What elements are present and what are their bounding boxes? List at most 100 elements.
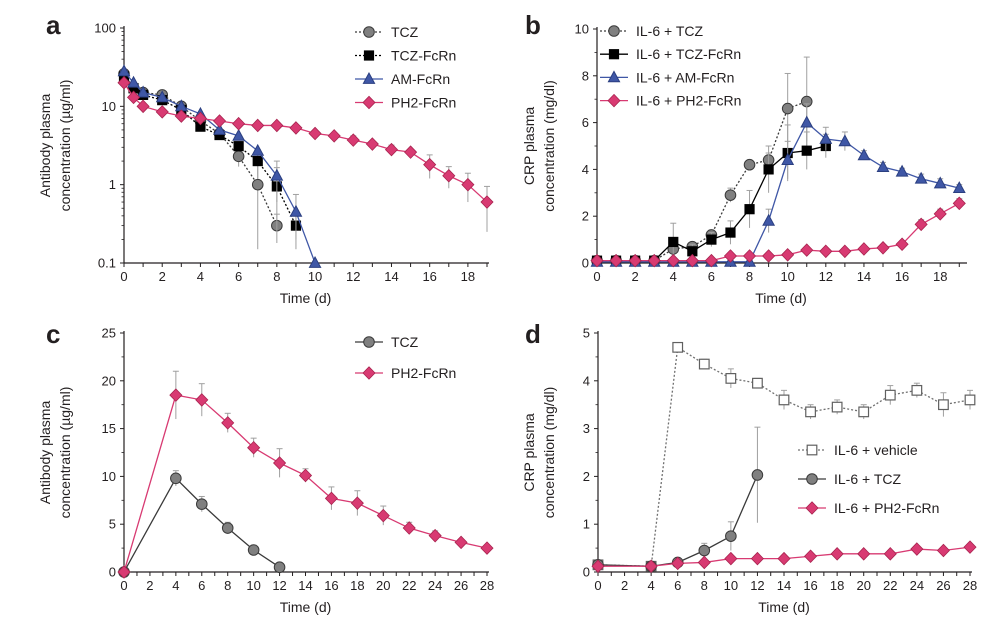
data-point [933,176,947,189]
data-point [308,126,322,141]
y-tick-label: 10 [575,22,589,37]
legend-entry: IL-6 + TCZ [798,471,901,487]
data-point [155,90,169,103]
series-line [597,346,971,567]
data-point [672,341,684,353]
data-point [232,150,245,163]
data-point [442,168,456,183]
data-point [461,177,475,192]
x-tick-label: 20 [376,578,390,593]
data-point [777,551,791,566]
data-point [911,384,923,396]
x-axis-label: Time (d) [280,290,332,306]
legend-entry: PH2-FcRn [355,365,456,381]
series-line [123,394,488,573]
data-point [273,456,287,470]
y-tick-label: 2 [583,469,590,484]
legend-entry: TCZ [355,24,419,40]
legend-marker [806,444,818,456]
y-tick-label: 15 [102,421,116,436]
data-point [698,358,710,370]
data-point [136,85,150,98]
x-tick-label: 18 [830,578,844,593]
x-tick-label: 24 [910,578,924,593]
x-tick-label: 10 [724,578,738,593]
data-point [454,535,468,550]
data-point [819,244,833,259]
y-tick-label: 8 [582,68,589,83]
legend-label: IL-6 + PH2-FcRn [636,93,741,109]
x-tick-label: 4 [197,269,204,284]
data-point [232,116,246,131]
series-line [597,202,960,262]
y-tick-label: 1 [109,177,116,192]
data-point [126,90,141,105]
data-point [805,406,816,418]
data-point [428,528,442,543]
data-point [914,217,928,232]
data-point [800,243,814,257]
data-point [402,521,416,535]
x-tick-label: 0 [593,269,600,284]
x-tick-label: 0 [594,578,601,593]
x-tick-label: 24 [428,578,442,593]
legend-marker [805,501,819,515]
x-tick-label: 10 [780,269,794,284]
data-point [169,388,183,402]
data-point [666,253,680,268]
series-am-fcrn [117,64,322,268]
data-point [170,472,182,485]
data-point [743,158,756,171]
panel-a: a 0 2 4 6 8 10 12 14 16 18 0.1 1 10 100 Time (d) Antibod… [37,10,494,306]
legend-label: AM-FcRn [391,71,450,87]
legend-entry: TCZ [355,334,419,350]
series-ph2-fcrn [117,370,494,579]
x-tick-label: 2 [632,269,639,284]
series-il-6-tcz [592,426,764,573]
data-point [117,64,131,77]
data-point [964,394,976,406]
x-tick-label: 26 [454,578,468,593]
legend-entry: AM-FcRn [355,71,450,87]
y-axis-label: Antibody plasma [37,94,53,198]
data-point [725,373,737,384]
y-tick-label: 20 [102,373,116,388]
legend-entry: PH2-FcRn [355,95,456,111]
series-line [123,73,278,226]
x-tick-label: 16 [324,578,338,593]
legend-label: IL-6 + TCZ [834,471,901,487]
data-point [725,530,737,542]
data-point [857,148,871,161]
y-tick-label: 5 [109,517,116,532]
x-tick-label: 4 [670,269,677,284]
data-point [609,253,623,268]
data-point [174,109,188,123]
data-point [742,249,757,263]
series-il-6-am-fcrn [590,103,966,267]
panel-letter-b: b [525,10,541,40]
x-tick-label: 26 [936,578,950,593]
legend-marker [363,50,375,61]
data-point [232,128,246,141]
y-tick-label: 10 [102,99,116,114]
legend-marker [608,49,620,60]
y-tick-label: 10 [102,469,116,484]
series-il-6-ph2-fcrn [590,196,966,268]
x-tick-label: 18 [933,269,947,284]
panel-letter-d: d [525,319,541,349]
data-point [233,141,244,152]
legend-label: PH2-FcRn [391,365,456,381]
x-axis-label: Time (d) [755,290,807,306]
panel-letter-c: c [46,319,60,349]
y-tick-label: 4 [582,162,589,177]
y-tick-label: 0 [582,256,589,271]
legend-marker [362,71,376,84]
legend-label: IL-6 + TCZ-FcRn [636,46,741,62]
x-tick-label: 14 [298,578,312,593]
y-tick-label: 4 [583,373,590,388]
data-point [952,181,966,194]
data-point [350,496,364,510]
legend-marker [607,93,621,108]
